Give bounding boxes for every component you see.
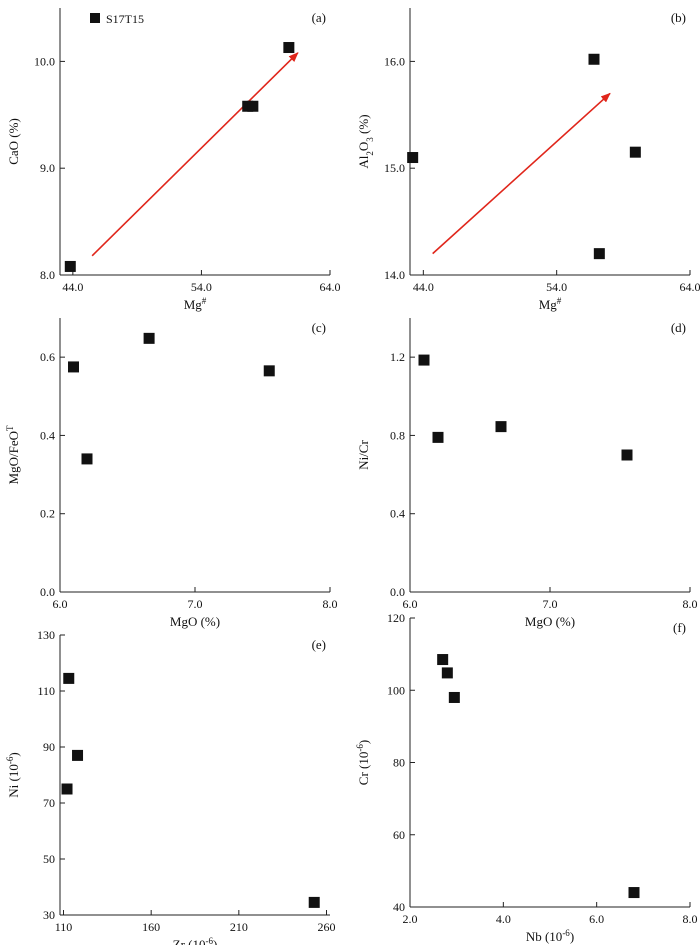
y-tick-label-b: 15.0 (384, 161, 405, 175)
data-point-e (72, 749, 84, 761)
y-axis-title-c: MgO/FeOT (5, 425, 21, 484)
data-point-b (407, 152, 419, 164)
y-tick-label-e: 90 (43, 740, 55, 754)
x-tick-label-f: 2.0 (403, 912, 418, 926)
x-axis-title-e: Zr (10-6) (173, 936, 218, 945)
panel-tag-c: (c) (312, 320, 326, 335)
y-tick-label-a: 10.0 (34, 54, 55, 68)
data-point-b (588, 53, 600, 65)
x-tick-label-d: 7.0 (543, 597, 558, 611)
y-tick-label-a: 8.0 (40, 268, 55, 282)
data-point-c (81, 453, 93, 465)
x-tick-label-c: 6.0 (53, 597, 68, 611)
y-axis-title-e: Ni (10-6) (5, 752, 21, 797)
data-point-c (263, 365, 275, 377)
x-tick-label-b: 44.0 (413, 280, 434, 294)
y-axis-title-d: Ni/Cr (356, 440, 371, 470)
legend: S17T15 (90, 12, 144, 26)
y-tick-label-f: 120 (387, 611, 405, 625)
x-axis-title-a: Mg# (184, 296, 207, 312)
y-tick-label-f: 40 (393, 900, 405, 914)
y-tick-label-c: 0.0 (40, 585, 55, 599)
y-axis-title-b: Al2O3 (%) (356, 114, 375, 168)
x-tick-label-e: 260 (317, 920, 335, 934)
y-tick-label-c: 0.4 (40, 428, 55, 442)
data-point-f (441, 667, 453, 679)
data-point-e (63, 672, 75, 684)
panel-e: 110 160 210 260 30 50 70 90 110 130 Zr (10-6) Ni (1… (5, 628, 335, 945)
panel-tag-a: (a) (312, 10, 326, 25)
y-tick-label-d: 0.8 (390, 428, 405, 442)
y-tick-label-c: 0.6 (40, 350, 55, 364)
x-tick-label-b: 54.0 (546, 280, 567, 294)
data-point-a (64, 260, 76, 272)
data-point-d (621, 449, 633, 461)
panel-d: 6.0 7.0 8.0 0.0 0.4 0.8 1.2 MgO (%) Ni/Cr (d) (356, 318, 698, 629)
data-point-d (495, 421, 507, 433)
panel-c: 6.0 7.0 8.0 0.0 0.2 0.4 0.6 MgO (%) MgO/FeOT (c) (5, 318, 338, 629)
y-tick-label-d: 1.2 (390, 350, 405, 364)
x-axis-title-d: MgO (%) (525, 614, 575, 629)
y-tick-label-e: 50 (43, 852, 55, 866)
x-axis-title-b: Mg# (539, 296, 562, 312)
y-tick-label-e: 70 (43, 796, 55, 810)
data-point-c (143, 332, 155, 344)
y-tick-label-d: 0.0 (390, 585, 405, 599)
y-tick-label-f: 60 (393, 828, 405, 842)
data-point-a (247, 100, 259, 112)
y-tick-label-c: 0.2 (40, 507, 55, 521)
data-point-f (448, 691, 460, 703)
trend-arrow-b (432, 92, 611, 255)
x-tick-label-c: 8.0 (323, 597, 338, 611)
y-tick-label-f: 80 (393, 756, 405, 770)
panel-tag-f: (f) (673, 620, 686, 635)
x-tick-label-a: 64.0 (320, 280, 341, 294)
x-tick-label-a: 44.0 (62, 280, 83, 294)
y-axis-title-f: Cr (10-6) (355, 740, 371, 785)
x-tick-label-c: 7.0 (188, 597, 203, 611)
legend-label: S17T15 (106, 12, 144, 26)
data-point-e (61, 783, 73, 795)
y-tick-label-a: 9.0 (40, 161, 55, 175)
x-tick-label-f: 8.0 (683, 912, 698, 926)
data-point-a (283, 42, 295, 54)
x-tick-label-f: 6.0 (589, 912, 604, 926)
data-point-d (432, 431, 444, 443)
x-tick-label-d: 8.0 (683, 597, 698, 611)
panel-tag-e: (e) (312, 637, 326, 652)
legend-marker (90, 13, 100, 23)
data-point-d (418, 354, 430, 366)
x-tick-label-f: 4.0 (496, 912, 511, 926)
y-tick-label-d: 0.4 (390, 507, 405, 521)
panel-a: 44.0 54.0 64.0 8.0 9.0 10.0 Mg# CaO (%) (a) (6, 8, 341, 312)
x-tick-label-a: 54.0 (191, 280, 212, 294)
panel-b: 44.0 54.0 64.0 14.0 15.0 16.0 Mg# Al2O3 (%) (b) (356, 8, 700, 312)
y-tick-label-f: 100 (387, 683, 405, 697)
y-axis-title-a: CaO (%) (6, 118, 21, 165)
trend-arrow-a (91, 52, 299, 257)
x-tick-label-e: 210 (230, 920, 248, 934)
panel-f: 2.0 4.0 6.0 8.0 40 60 80 100 120 Nb (10-6) Cr (10-… (355, 611, 698, 944)
y-tick-label-b: 16.0 (384, 54, 405, 68)
y-tick-label-e: 30 (43, 908, 55, 922)
x-axis-title-c: MgO (%) (170, 614, 220, 629)
y-tick-label-e: 110 (37, 684, 55, 698)
x-tick-label-e: 110 (55, 920, 73, 934)
data-point-b (629, 146, 641, 158)
x-tick-label-d: 6.0 (403, 597, 418, 611)
data-point-e (308, 896, 320, 908)
x-tick-label-b: 64.0 (680, 280, 700, 294)
y-tick-label-b: 14.0 (384, 268, 405, 282)
y-tick-label-e: 130 (37, 628, 55, 642)
x-tick-label-e: 160 (142, 920, 160, 934)
data-point-b (593, 248, 605, 260)
data-point-f (437, 654, 449, 666)
panel-tag-d: (d) (671, 320, 686, 335)
data-point-f (628, 887, 640, 899)
data-point-c (68, 361, 79, 373)
x-axis-title-f: Nb (10-6) (526, 928, 574, 944)
panel-tag-b: (b) (671, 10, 686, 25)
